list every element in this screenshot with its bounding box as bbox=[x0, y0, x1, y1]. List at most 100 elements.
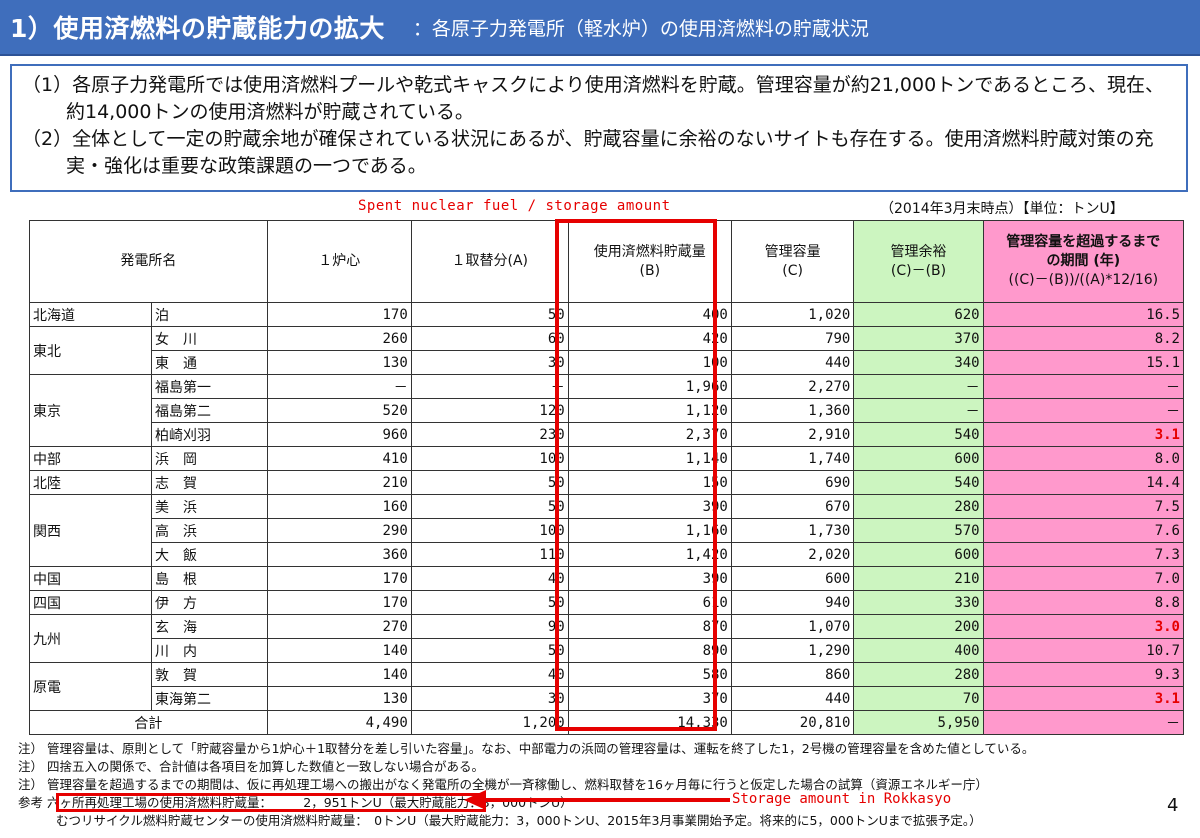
header-stored-label: 使用済燃料貯蔵量 bbox=[593, 243, 706, 260]
table-row: 福島第二 520 120 1,120 1,360 －－ bbox=[30, 398, 1185, 423]
total-core-cell: 4,490 bbox=[266, 710, 412, 735]
region-cell: 東京 bbox=[29, 374, 152, 447]
total-period-cell: － bbox=[982, 710, 1185, 735]
capacity-cell: 2,270 bbox=[730, 374, 855, 399]
annotation-spent-fuel: Spent nuclear fuel / storage amount bbox=[358, 198, 671, 214]
stored-cell: 150 bbox=[567, 470, 732, 495]
reload-cell: 40 bbox=[410, 566, 569, 591]
reload-cell: 50 bbox=[410, 470, 569, 495]
region-cell: 東北 bbox=[29, 326, 152, 375]
margin-cell: 600 bbox=[853, 446, 984, 471]
region-cell: 四国 bbox=[29, 590, 152, 615]
reference-2: むつリサイクル燃料貯蔵センターの使用済燃料貯蔵量： 0トンU（最大貯蔵能力：3，… bbox=[18, 812, 1193, 830]
table-row: 原電敦 賀 140 40 580 860 280 9.3 bbox=[29, 662, 1185, 711]
table-row: 柏崎刈羽 960 230 2,370 2,910 540 3.1 bbox=[30, 422, 1185, 447]
plant-cell: 伊 方 bbox=[150, 590, 268, 615]
note-2-label: 注） bbox=[18, 759, 44, 774]
core-cell: 360 bbox=[266, 542, 412, 567]
reload-cell: 230 bbox=[410, 422, 569, 447]
table-row: 四国伊 方 170 50 610 940 330 8.8 bbox=[29, 590, 1185, 615]
reference-2-text: むつリサイクル燃料貯蔵センターの使用済燃料貯蔵量： 0トンU（最大貯蔵能力：3，… bbox=[56, 813, 982, 828]
margin-cell: 620 bbox=[853, 302, 984, 327]
region-cell: 北海道 bbox=[29, 302, 152, 327]
note-3-label: 注） bbox=[18, 777, 44, 792]
stored-cell: 2,370 bbox=[567, 422, 732, 447]
total-reload-cell: 1,200 bbox=[410, 710, 569, 735]
plant-cell: 東海第二 bbox=[150, 686, 268, 711]
region-cell: 中部 bbox=[29, 446, 152, 471]
note-1: 注） 管理容量は、原則として「貯蔵容量から1炉心＋1取替分を差し引いた容量」。な… bbox=[18, 740, 1193, 758]
margin-cell: 600 bbox=[853, 542, 984, 567]
margin-cell: 340 bbox=[853, 350, 984, 375]
core-cell: 410 bbox=[266, 446, 412, 471]
plant-cell: 泊 bbox=[150, 302, 268, 327]
margin-cell: 370 bbox=[853, 326, 984, 351]
table-row: 中国島 根 170 40 390 600 210 7.0 bbox=[29, 566, 1185, 591]
reload-cell: 100 bbox=[410, 518, 569, 543]
period-cell: 10.7 bbox=[982, 638, 1185, 663]
table-row: 中部浜 岡 410 100 1,140 1,740 600 8.0 bbox=[29, 446, 1185, 471]
reload-cell: 30 bbox=[410, 686, 569, 711]
stored-cell: 580 bbox=[567, 662, 732, 687]
plant-cell: 福島第二 bbox=[150, 398, 268, 423]
stored-cell: 100 bbox=[567, 350, 732, 375]
plant-cell: 浜 岡 bbox=[150, 446, 268, 471]
summary-box: （1）各原子力発電所では使用済燃料プールや乾式キャスクにより使用済燃料を貯蔵。管… bbox=[10, 64, 1188, 192]
table-row: 北陸志 賀 210 50 150 690 540 14.4 bbox=[29, 470, 1185, 495]
header-period-line2: の期間 (年) bbox=[1046, 253, 1121, 269]
region-cell: 北陸 bbox=[29, 470, 152, 495]
capacity-cell: 1,360 bbox=[730, 398, 855, 423]
note-1-text: 管理容量は、原則として「貯蔵容量から1炉心＋1取替分を差し引いた容量」。なお、中… bbox=[47, 741, 1035, 756]
period-cell: 8.0 bbox=[982, 446, 1185, 471]
capacity-cell: 670 bbox=[730, 494, 855, 519]
storage-table: 発電所名 １炉心 １取替分(A) 使用済燃料貯蔵量 (B) 管理容量 (C) 管… bbox=[29, 220, 1185, 735]
reference-1: 参考 六ヶ所再処理工場の使用済燃料貯蔵量： 2，951トンU（最大貯蔵能力：3，… bbox=[18, 794, 1193, 812]
plant-cell: 玄 海 bbox=[150, 614, 268, 639]
core-cell: 140 bbox=[266, 638, 412, 663]
period-cell: 7.3 bbox=[982, 542, 1185, 567]
note-2-text: 四捨五入の関係で、合計値は各項目を加算した数値と一致しない場合がある。 bbox=[47, 759, 485, 774]
table-row: 川 内 140 50 890 1,290 400 10.7 bbox=[30, 638, 1185, 663]
capacity-cell: 2,020 bbox=[730, 542, 855, 567]
header-core: １炉心 bbox=[266, 220, 412, 303]
period-cell: 8.2 bbox=[982, 326, 1185, 351]
reload-cell: － bbox=[410, 374, 569, 399]
stored-cell: 1,140 bbox=[567, 446, 732, 471]
slide-subtitle: ：各原子力発電所（軽水炉）の使用済燃料の貯蔵状況 bbox=[412, 17, 869, 40]
capacity-cell: 1,290 bbox=[730, 638, 855, 663]
period-cell: 3.1 bbox=[982, 422, 1185, 447]
reload-cell: 40 bbox=[410, 662, 569, 687]
header-period-line1: 管理容量を超過するまで bbox=[1006, 234, 1161, 250]
slide-title: 1）使用済燃料の貯蔵能力の拡大 bbox=[10, 14, 385, 43]
header-plant: 発電所名 bbox=[29, 220, 268, 303]
core-cell: 270 bbox=[266, 614, 412, 639]
header-stored: 使用済燃料貯蔵量 (B) bbox=[567, 220, 732, 303]
reload-cell: 30 bbox=[410, 350, 569, 375]
header-margin-label: 管理余裕 bbox=[890, 243, 947, 260]
core-cell: 290 bbox=[266, 518, 412, 543]
capacity-cell: 1,070 bbox=[730, 614, 855, 639]
table-row: 東海第二 130 30 370 440 70 3.1 bbox=[30, 686, 1185, 711]
period-cell: 14.4 bbox=[982, 470, 1185, 495]
slide-header: 1）使用済燃料の貯蔵能力の拡大 ：各原子力発電所（軽水炉）の使用済燃料の貯蔵状況 bbox=[0, 0, 1200, 56]
header-capacity: 管理容量 (C) bbox=[730, 220, 855, 303]
region-cell: 九州 bbox=[29, 614, 152, 663]
core-cell: 210 bbox=[266, 470, 412, 495]
period-cell: 8.8 bbox=[982, 590, 1185, 615]
margin-cell: 570 bbox=[853, 518, 984, 543]
margin-cell: 540 bbox=[853, 470, 984, 495]
capacity-cell: 440 bbox=[730, 350, 855, 375]
footnotes: 注） 管理容量は、原則として「貯蔵容量から1炉心＋1取替分を差し引いた容量」。な… bbox=[18, 740, 1193, 830]
header-period-line3: ((C)－(B))/((A)*12/16) bbox=[1008, 272, 1159, 288]
core-cell: 260 bbox=[266, 326, 412, 351]
period-cell: 9.3 bbox=[982, 662, 1185, 687]
stored-cell: 610 bbox=[567, 590, 732, 615]
core-cell: 520 bbox=[266, 398, 412, 423]
core-cell: 140 bbox=[266, 662, 412, 687]
total-row: 合計 4,490 1,200 14,330 20,810 5,950 － bbox=[29, 710, 1185, 735]
core-cell: 960 bbox=[266, 422, 412, 447]
core-cell: 130 bbox=[266, 686, 412, 711]
plant-cell: 島 根 bbox=[150, 566, 268, 591]
as-of-unit-label: （2014年3月末時点）【単位：トンU】 bbox=[880, 201, 1124, 217]
stored-cell: 420 bbox=[567, 326, 732, 351]
